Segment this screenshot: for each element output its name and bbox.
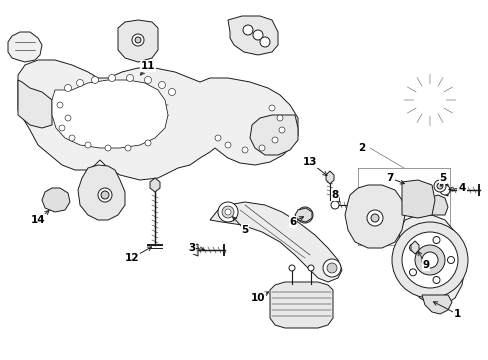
Polygon shape	[410, 241, 418, 254]
Polygon shape	[209, 202, 341, 282]
Text: 4: 4	[457, 183, 465, 193]
Circle shape	[433, 180, 445, 192]
Circle shape	[215, 135, 221, 141]
Circle shape	[145, 140, 151, 146]
Circle shape	[408, 244, 416, 251]
Polygon shape	[227, 16, 278, 55]
Polygon shape	[8, 32, 42, 62]
Circle shape	[432, 276, 439, 283]
Circle shape	[276, 115, 283, 121]
Polygon shape	[150, 178, 160, 192]
Circle shape	[391, 222, 467, 298]
Polygon shape	[18, 80, 52, 128]
Circle shape	[144, 77, 151, 84]
Circle shape	[408, 269, 416, 276]
Polygon shape	[42, 188, 70, 212]
Polygon shape	[421, 295, 451, 314]
Circle shape	[366, 210, 382, 226]
Circle shape	[218, 202, 238, 222]
Text: 3: 3	[188, 243, 195, 253]
Text: 1: 1	[452, 309, 460, 319]
Circle shape	[243, 25, 252, 35]
Polygon shape	[325, 171, 333, 184]
Circle shape	[259, 145, 264, 151]
Polygon shape	[294, 208, 311, 222]
Circle shape	[436, 183, 442, 189]
Text: 14: 14	[31, 215, 45, 225]
Circle shape	[69, 135, 75, 141]
Circle shape	[101, 191, 109, 199]
Circle shape	[224, 142, 230, 148]
Circle shape	[421, 252, 437, 268]
Polygon shape	[52, 80, 168, 148]
Circle shape	[85, 142, 91, 148]
Circle shape	[242, 147, 247, 153]
Circle shape	[271, 137, 278, 143]
Circle shape	[252, 30, 263, 40]
Text: 8: 8	[331, 190, 338, 200]
Circle shape	[222, 206, 234, 218]
Text: 5: 5	[439, 173, 446, 183]
Circle shape	[59, 125, 65, 131]
Circle shape	[57, 102, 63, 108]
Circle shape	[326, 263, 336, 273]
Circle shape	[98, 188, 112, 202]
Polygon shape	[269, 282, 332, 328]
Circle shape	[370, 214, 378, 222]
Circle shape	[126, 75, 133, 81]
Circle shape	[439, 185, 449, 195]
Circle shape	[224, 209, 230, 215]
Circle shape	[330, 201, 338, 209]
Circle shape	[91, 77, 98, 84]
Circle shape	[268, 105, 274, 111]
Circle shape	[260, 37, 269, 47]
Polygon shape	[401, 180, 434, 218]
Polygon shape	[397, 215, 464, 305]
Polygon shape	[345, 185, 404, 248]
Circle shape	[447, 256, 453, 264]
Text: 11: 11	[141, 61, 155, 71]
Polygon shape	[414, 195, 447, 215]
Circle shape	[65, 115, 71, 121]
Circle shape	[401, 232, 457, 288]
Circle shape	[323, 259, 340, 277]
Circle shape	[168, 89, 175, 95]
Text: 6: 6	[289, 217, 296, 227]
Circle shape	[307, 265, 313, 271]
Circle shape	[105, 145, 111, 151]
Text: 12: 12	[124, 253, 139, 263]
Circle shape	[158, 81, 165, 89]
Text: 7: 7	[386, 173, 393, 183]
Polygon shape	[118, 20, 158, 62]
Text: 10: 10	[250, 293, 264, 303]
Circle shape	[76, 80, 83, 86]
Circle shape	[296, 207, 312, 223]
Circle shape	[414, 245, 444, 275]
Circle shape	[279, 127, 285, 133]
Circle shape	[299, 210, 309, 220]
Polygon shape	[442, 184, 447, 196]
Circle shape	[64, 85, 71, 91]
Circle shape	[125, 145, 131, 151]
Circle shape	[132, 34, 143, 46]
Polygon shape	[249, 115, 297, 155]
Circle shape	[108, 75, 115, 81]
Polygon shape	[78, 165, 125, 220]
Circle shape	[432, 237, 439, 243]
Text: 13: 13	[302, 157, 317, 167]
Text: 9: 9	[422, 260, 428, 270]
Text: 2: 2	[358, 143, 365, 153]
Circle shape	[288, 265, 294, 271]
Circle shape	[135, 37, 141, 43]
Polygon shape	[193, 244, 198, 256]
Text: 5: 5	[241, 225, 248, 235]
Polygon shape	[18, 60, 297, 180]
